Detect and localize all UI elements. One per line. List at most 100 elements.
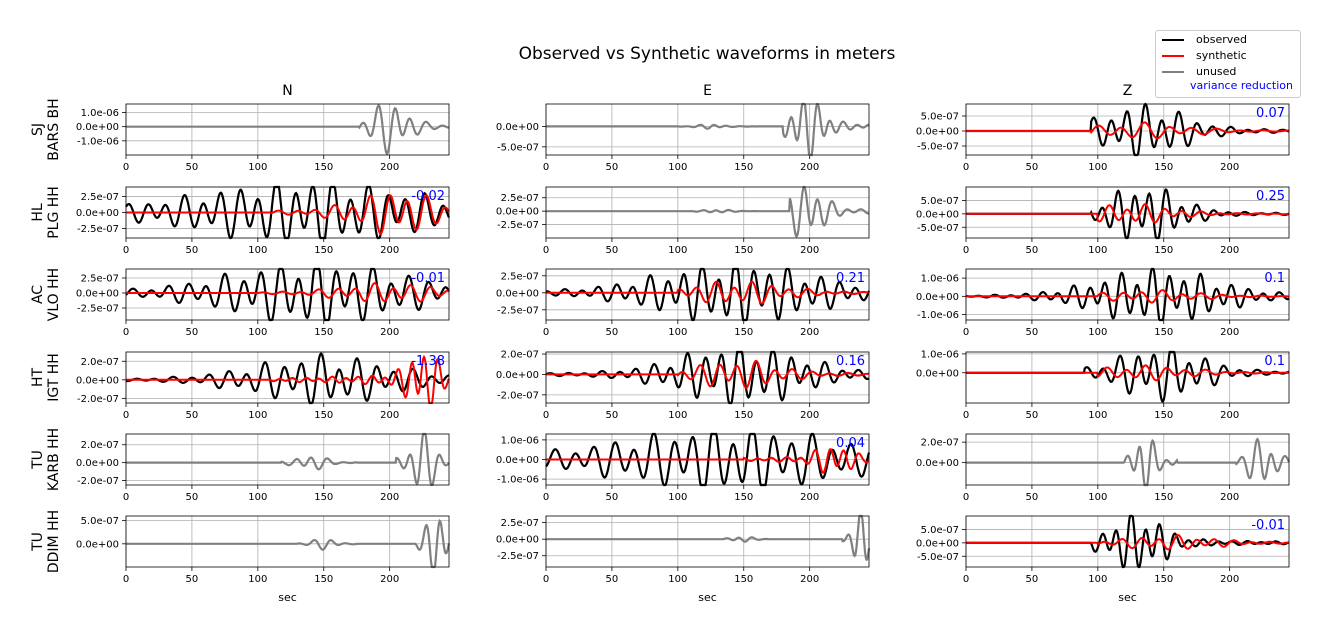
x-axis-label: sec — [278, 591, 297, 604]
x-tick-label: 100 — [248, 327, 267, 338]
x-tick-label: 0 — [963, 574, 969, 585]
y-tick-label: 0.0e+00 — [76, 122, 119, 133]
y-tick-label: 0.0e+00 — [76, 375, 119, 386]
y-tick-label: 2.0e-07 — [81, 440, 119, 451]
y-tick-label: 0.0e+00 — [916, 368, 959, 379]
x-tick-label: 50 — [186, 162, 199, 173]
variance-reduction-label: -0.01 — [1251, 518, 1285, 533]
x-tick-label: 200 — [800, 245, 819, 256]
station-name-label: VLO HH — [46, 268, 62, 321]
variance-reduction-label: -0.01 — [411, 271, 445, 286]
y-tick-label: -1.0e-06 — [497, 475, 539, 486]
x-tick-label: 50 — [606, 574, 619, 585]
x-tick-label: 100 — [1088, 327, 1107, 338]
synthetic-trace — [126, 282, 450, 303]
unused-trace — [546, 514, 871, 561]
y-tick-label: -2.5e-07 — [497, 220, 539, 231]
legend-label-synthetic: synthetic — [1196, 49, 1247, 62]
x-tick-label: 150 — [1154, 245, 1173, 256]
legend-swatch-observed — [1162, 39, 1184, 41]
x-tick-label: 100 — [248, 492, 267, 503]
x-tick-label: 150 — [1154, 410, 1173, 421]
panel-frame — [125, 433, 450, 486]
panel-frame — [965, 186, 1290, 239]
x-tick-label: 50 — [606, 410, 619, 421]
x-tick-label: 200 — [1220, 410, 1239, 421]
legend-label-observed: observed — [1196, 33, 1247, 46]
x-tick-label: 150 — [734, 574, 753, 585]
panel-frame — [125, 103, 450, 156]
y-tick-label: -2.5e-07 — [77, 304, 119, 315]
x-tick-label: 50 — [186, 574, 199, 585]
unused-trace — [126, 518, 451, 569]
x-tick-label: 50 — [1026, 492, 1039, 503]
y-tick-label: 0.0e+00 — [916, 292, 959, 303]
x-tick-label: 0 — [123, 492, 129, 503]
panel-frame — [965, 351, 1290, 404]
x-tick-label: 150 — [314, 410, 333, 421]
x-tick-label: 200 — [380, 410, 399, 421]
x-tick-label: 150 — [734, 162, 753, 173]
x-tick-label: 200 — [380, 245, 399, 256]
legend-label-variance-reduction: variance reduction — [1190, 79, 1293, 92]
x-tick-label: 150 — [1154, 327, 1173, 338]
y-tick-label: 1.0e-06 — [81, 108, 119, 119]
column-title-E: E — [703, 83, 712, 99]
y-tick-label: 0.0e+00 — [496, 370, 539, 381]
station-net-label: AC — [30, 285, 46, 304]
x-tick-label: 200 — [800, 327, 819, 338]
y-tick-label: -2.0e-07 — [77, 394, 119, 405]
x-tick-label: 50 — [1026, 410, 1039, 421]
x-tick-label: 200 — [380, 162, 399, 173]
x-tick-label: 0 — [543, 327, 549, 338]
x-tick-label: 200 — [1220, 327, 1239, 338]
y-tick-label: 0.0e+00 — [76, 208, 119, 219]
station-name-label: IGT HH — [46, 353, 62, 402]
x-tick-label: 150 — [314, 492, 333, 503]
x-tick-label: 100 — [668, 410, 687, 421]
column-title-Z: Z — [1123, 83, 1133, 99]
x-tick-label: 0 — [123, 327, 129, 338]
x-tick-label: 0 — [123, 245, 129, 256]
observed-trace — [966, 350, 1290, 403]
variance-reduction-label: 0.1 — [1264, 354, 1285, 369]
x-tick-label: 0 — [123, 162, 129, 173]
x-tick-label: 200 — [800, 574, 819, 585]
variance-reduction-label: 0.21 — [836, 271, 865, 286]
y-tick-label: 2.0e-07 — [81, 357, 119, 368]
x-tick-label: 150 — [1154, 162, 1173, 173]
station-name-label: KARB HH — [46, 428, 62, 491]
x-tick-label: 200 — [1220, 245, 1239, 256]
y-tick-label: 5.0e-07 — [921, 525, 959, 536]
y-tick-label: 0.0e+00 — [496, 288, 539, 299]
synthetic-trace — [966, 364, 1289, 382]
y-tick-label: -5.0e-07 — [917, 223, 959, 234]
y-tick-label: 2.0e-07 — [921, 438, 959, 449]
x-tick-label: 100 — [668, 574, 687, 585]
x-tick-label: 150 — [1154, 492, 1173, 503]
panel-frame — [545, 186, 870, 239]
synthetic-trace — [966, 534, 1290, 551]
panel-frame — [545, 268, 870, 321]
x-tick-label: 100 — [668, 327, 687, 338]
variance-reduction-label: 0.25 — [1256, 189, 1285, 204]
x-tick-label: 0 — [543, 162, 549, 173]
panel-frame — [125, 268, 450, 321]
observed-trace — [545, 350, 870, 405]
x-tick-label: 50 — [1026, 327, 1039, 338]
x-tick-label: 50 — [186, 492, 199, 503]
panel-frame — [125, 186, 450, 239]
panel-frame — [545, 103, 870, 156]
panel-frame — [545, 515, 870, 568]
synthetic-trace — [966, 203, 1290, 224]
x-tick-label: 200 — [380, 492, 399, 503]
y-tick-label: 0.0e+00 — [76, 289, 119, 300]
x-tick-label: 50 — [1026, 245, 1039, 256]
variance-reduction-label: -0.02 — [411, 189, 445, 204]
y-tick-label: 2.5e-07 — [501, 271, 539, 282]
station-net-label: TU — [30, 532, 46, 552]
y-tick-label: 1.0e-06 — [921, 349, 959, 360]
x-tick-label: 50 — [606, 492, 619, 503]
variance-reduction-label: 0.04 — [836, 436, 865, 451]
column-title-N: N — [282, 83, 292, 99]
